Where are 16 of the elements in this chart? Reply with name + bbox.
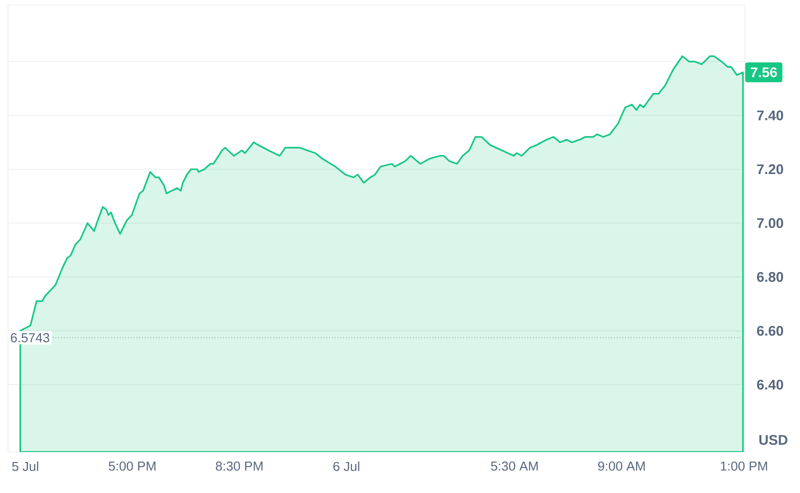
y-tick-label: 6.60 <box>757 326 784 336</box>
y-tick-label: 7.00 <box>757 218 784 228</box>
x-tick-label: 1:00 PM <box>720 462 768 471</box>
x-tick-label: 5 Jul <box>12 462 38 472</box>
annotation: 7.56 <box>750 67 777 78</box>
x-tick-label: 8:30 PM <box>216 462 262 471</box>
x-tick-label: 6 Jul <box>333 462 360 472</box>
y-tick-label: 6.80 <box>757 272 784 282</box>
y-tick-label: 7.40 <box>757 110 784 120</box>
x-tick-label: 5:00 PM <box>108 462 156 471</box>
x-tick-label: 9:00 AM <box>598 462 645 471</box>
y-tick-label: 6.40 <box>757 380 784 390</box>
y-tick-label: 7.20 <box>757 164 784 174</box>
y-axis-title: USD <box>759 434 788 445</box>
x-tick-label: 5:30 AM <box>491 462 538 471</box>
ref-line-label: 6.5743 <box>10 333 50 342</box>
